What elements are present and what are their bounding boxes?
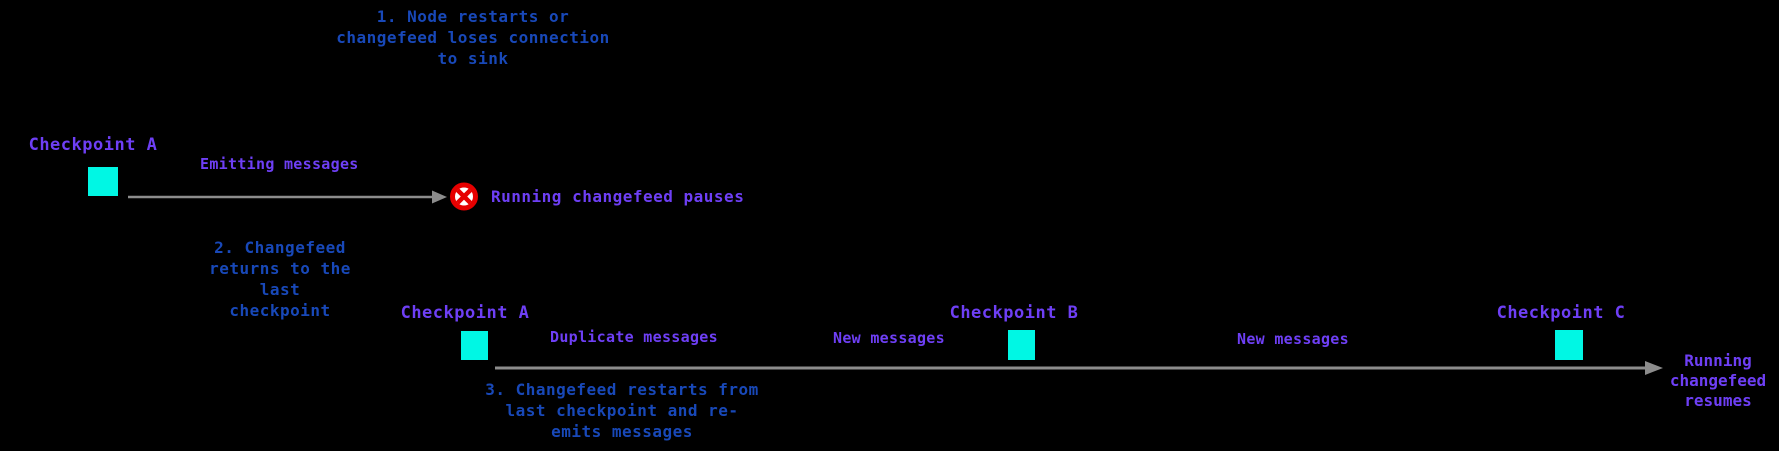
timeline2-checkpoint-a-marker bbox=[461, 331, 488, 360]
timeline-2-arrow bbox=[495, 361, 1663, 375]
timeline-2-arrowhead-icon bbox=[1645, 361, 1663, 375]
timeline1-emitting-messages-label: Emitting messages bbox=[200, 155, 359, 173]
timeline-1-arrow bbox=[128, 190, 447, 204]
timeline-1-arrowhead-icon bbox=[432, 190, 447, 204]
timeline2-checkpoint-b-marker bbox=[1008, 330, 1035, 360]
timeline1-pause-label: Running changefeed pauses bbox=[491, 187, 745, 206]
note-step-1: 1. Node restarts or changefeed loses con… bbox=[336, 7, 610, 68]
timeline2-checkpoint-b-label: Checkpoint B bbox=[949, 303, 1079, 323]
timeline2-checkpoint-c-marker bbox=[1555, 330, 1583, 360]
timeline2-checkpoint-a-label: Checkpoint A bbox=[400, 303, 530, 323]
timeline2-duplicate-messages-label: Duplicate messages bbox=[550, 328, 718, 346]
note-step-2: 2. Changefeed returns to the last checkp… bbox=[209, 238, 351, 320]
timeline1-checkpoint-a-marker bbox=[88, 167, 118, 196]
timeline1-checkpoint-a-label: Checkpoint A bbox=[28, 135, 158, 155]
timeline2-checkpoint-c-label: Checkpoint C bbox=[1496, 303, 1626, 323]
changefeed-pause-error-icon bbox=[450, 182, 478, 211]
timeline2-new-messages-1-label: New messages bbox=[833, 329, 945, 347]
timeline2-new-messages-2-label: New messages bbox=[1237, 330, 1349, 348]
note-step-3: 3. Changefeed restarts from last checkpo… bbox=[485, 380, 759, 441]
timeline2-resume-label: Running changefeed resumes bbox=[1669, 351, 1767, 410]
